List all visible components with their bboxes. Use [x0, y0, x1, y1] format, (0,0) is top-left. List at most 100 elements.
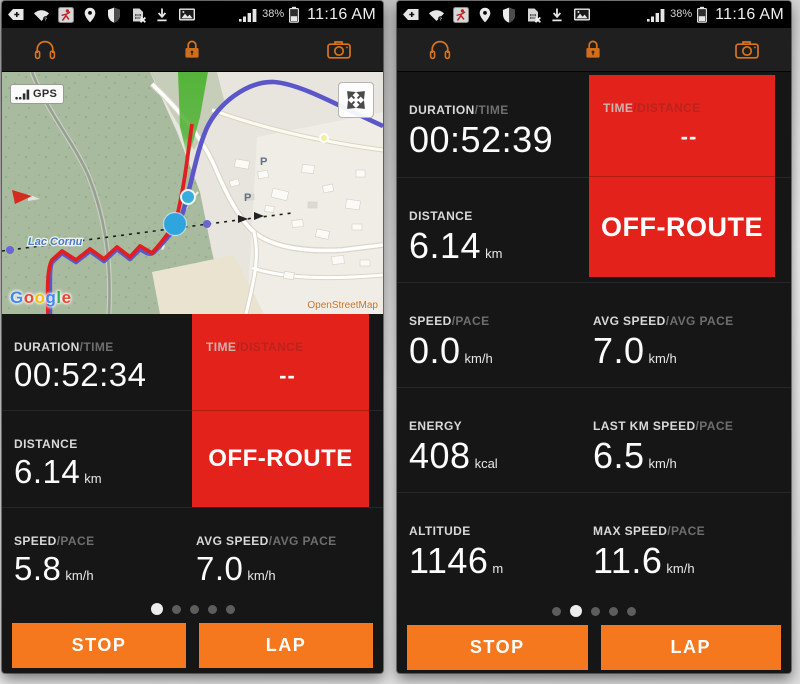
wifi-icon: ? — [429, 9, 444, 21]
svg-text:?: ? — [439, 16, 442, 21]
metric-row: ENERGY 408 kcal LAST KM SPEED/PACE 6.5 km/… — [397, 387, 791, 492]
off-route-alert-panel: TIME/DISTANCE -- OFF-ROUTE — [589, 75, 775, 277]
headphones-icon[interactable] — [32, 37, 58, 63]
battery-icon — [289, 6, 300, 23]
lock-icon[interactable] — [580, 37, 606, 63]
status-bar: ? 38% 11:16 AM — [397, 1, 791, 28]
pager-dot — [171, 604, 181, 614]
off-route-status: OFF-ROUTE — [589, 176, 775, 277]
metrics-grid: DURATION/TIME 00:52:39 DISTANCE 6.14 km S… — [397, 72, 791, 597]
sim-removed-icon — [528, 8, 541, 23]
lock-icon[interactable] — [179, 37, 205, 63]
metric-row: ALTITUDE 1146 m MAX SPEED/PACE 11.6 km/h — [397, 492, 791, 597]
roundabout — [319, 133, 329, 143]
tracker-app-icon — [58, 6, 74, 23]
pager-dot — [552, 606, 561, 616]
download-icon — [157, 8, 167, 21]
location-pin-icon — [479, 7, 491, 22]
lap-button[interactable]: LAP — [199, 623, 373, 668]
camera-icon[interactable] — [325, 37, 353, 63]
headphones-icon[interactable] — [427, 37, 453, 63]
metric-max-speed: MAX SPEED/PACE 11.6 km/h — [593, 524, 706, 581]
pager-dot — [627, 606, 636, 616]
metric-energy: ENERGY 408 kcal — [409, 419, 498, 476]
svg-text:?: ? — [44, 16, 47, 21]
metric-time-to-destination: TIME/DISTANCE -- — [603, 101, 701, 149]
pager-dot — [609, 606, 618, 616]
page-indicator — [397, 597, 791, 625]
pager-dot — [225, 604, 235, 614]
metric-altitude: ALTITUDE 1146 m — [409, 524, 504, 581]
page-indicator — [2, 595, 383, 623]
notification-icons: ? — [402, 6, 647, 23]
stop-button[interactable]: STOP — [407, 625, 588, 670]
gps-status-badge: GPS — [10, 84, 65, 104]
app-toolbar — [2, 28, 383, 72]
clock: 11:16 AM — [307, 5, 376, 23]
off-route-alert-panel: TIME/DISTANCE -- OFF-ROUTE — [192, 314, 369, 507]
metric-avg-speed: AVG SPEED/AVG PACE 7.0 km/h — [196, 534, 337, 587]
wifi-icon: ? — [34, 9, 49, 21]
pager-dot — [591, 606, 600, 616]
metric-row: SPEED/PACE 5.8 km/h AVG SPEED/AVG PACE 7.… — [2, 507, 383, 595]
metric-speed: SPEED/PACE 0.0 km/h — [409, 314, 493, 371]
tracker-app-icon — [453, 6, 469, 23]
lift-line — [2, 212, 293, 252]
metric-duration: DURATION/TIME 00:52:34 — [14, 340, 147, 393]
parking-label: P — [244, 192, 251, 204]
osm-attribution[interactable]: OpenStreetMap — [307, 300, 378, 311]
battery-icon — [697, 6, 708, 23]
metric-avg-speed: AVG SPEED/AVG PACE 7.0 km/h — [593, 314, 734, 371]
metric-last-km-speed: LAST KM SPEED/PACE 6.5 km/h — [593, 419, 734, 476]
metric-distance: DISTANCE 6.14 km — [409, 209, 503, 266]
stop-button[interactable]: STOP — [12, 623, 186, 668]
lake-label: Lac Cornu — [28, 236, 83, 248]
pager-dot — [207, 604, 217, 614]
recorded-track-line — [45, 123, 194, 314]
gps-label: GPS — [33, 88, 58, 100]
parking-label: P — [260, 156, 267, 168]
metric-row: DISTANCE 6.14 km — [2, 410, 383, 507]
lap-button[interactable]: LAP — [600, 625, 781, 670]
signal-strength-icon — [647, 8, 665, 22]
metric-distance: DISTANCE 6.14 km — [14, 437, 102, 490]
phone-screenshot-left: ? 38% 11:16 AM — [2, 1, 383, 673]
pager-dot — [570, 605, 582, 617]
map-canvas: Lac Cornu P P — [2, 72, 383, 314]
shield-icon — [108, 7, 120, 23]
signal-strength-icon — [239, 8, 257, 22]
battery-percent: 38% — [262, 8, 285, 20]
camera-icon[interactable] — [733, 37, 761, 63]
waypoint-marker — [180, 189, 196, 205]
fullscreen-button[interactable] — [338, 82, 374, 118]
action-buttons: STOP LAP — [2, 623, 383, 668]
app-toolbar — [397, 28, 791, 72]
tag-plus-icon — [8, 9, 24, 20]
sim-removed-icon — [133, 8, 146, 23]
compass-arrow-icon — [12, 190, 32, 204]
buildings — [228, 158, 371, 281]
phone-screenshot-right: ? 38% 11:16 AM DURATION/TIME 00:52:39 — [397, 1, 791, 673]
off-route-status: OFF-ROUTE — [192, 410, 369, 507]
tag-plus-icon — [403, 9, 419, 20]
action-buttons: STOP LAP — [397, 625, 791, 670]
gallery-icon — [179, 8, 195, 21]
route-map[interactable]: Lac Cornu P P GPS Google OpenStreetMap — [2, 72, 383, 314]
shield-icon — [503, 7, 515, 23]
status-indicators: 38% 11:16 AM — [647, 6, 784, 23]
metrics-grid: DURATION/TIME 00:52:34 DISTANCE 6.14 km S… — [2, 314, 383, 595]
current-location-marker — [162, 211, 188, 237]
battery-percent: 38% — [670, 8, 693, 20]
google-logo[interactable]: Google — [10, 288, 72, 307]
gallery-icon — [574, 8, 590, 21]
metric-row: DISTANCE 6.14 km — [397, 177, 791, 282]
metric-row: DURATION/TIME 00:52:39 — [397, 72, 791, 177]
clock: 11:16 AM — [715, 5, 784, 23]
pager-dot — [150, 603, 163, 615]
metric-speed: SPEED/PACE 5.8 km/h — [14, 534, 95, 587]
download-icon — [552, 8, 562, 21]
metric-duration: DURATION/TIME 00:52:39 — [409, 103, 554, 160]
notification-icons: ? — [7, 6, 239, 23]
fullscreen-icon — [347, 91, 365, 109]
location-pin-icon — [84, 7, 96, 22]
